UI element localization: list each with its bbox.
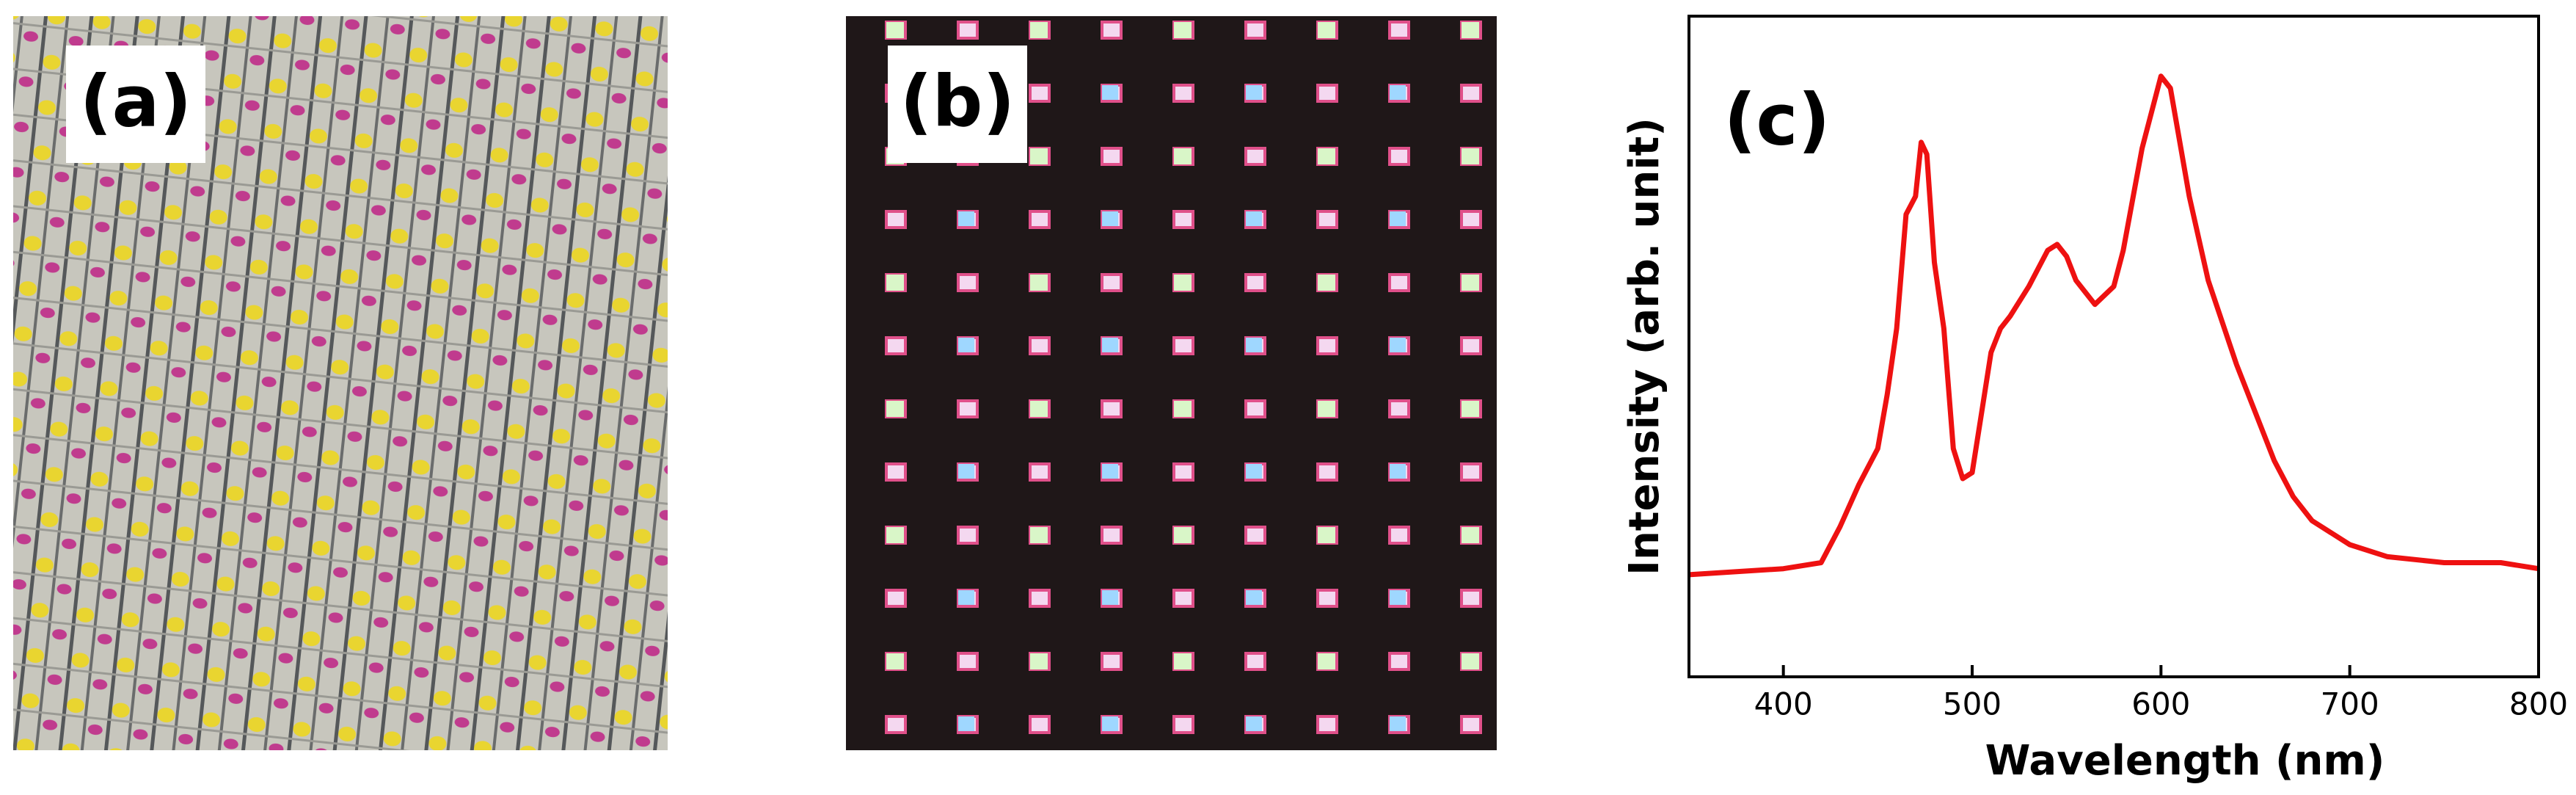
x-tick-label: 400 [1754, 686, 1813, 722]
panel-label: (b) [900, 60, 1015, 142]
panel-label: (a) [80, 60, 192, 142]
x-tick-label: 700 [2321, 686, 2379, 722]
y-axis-label: Intensity (arb. unit) [1621, 117, 1668, 576]
x-tick-label: 600 [2131, 686, 2190, 722]
x-tick-label: 800 [2509, 686, 2568, 722]
x-tick-label: 500 [1943, 686, 2002, 722]
label-box [888, 46, 1027, 163]
x-axis-label: Wavelength (nm) [1985, 737, 2385, 785]
label-box [66, 46, 205, 163]
panel-label: (c) [1724, 79, 1831, 161]
spectrum-line [1688, 73, 2539, 578]
plot-frame [1687, 15, 2540, 678]
chart: (c) Wavelength (nm) Intensity (arb. unit… [1621, 15, 2568, 785]
